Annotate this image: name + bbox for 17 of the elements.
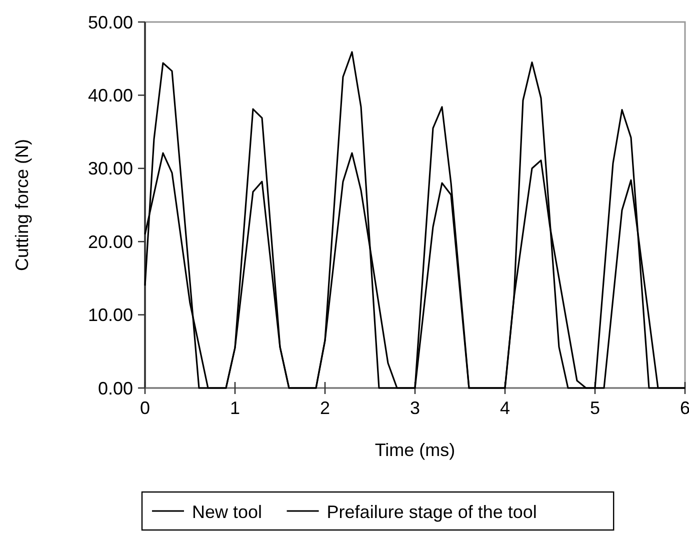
y-tick-label: 20.00 xyxy=(88,232,133,252)
y-tick-label: 30.00 xyxy=(88,158,133,179)
x-axis-title: Time (ms) xyxy=(374,440,456,460)
x-tick-label: 4 xyxy=(500,398,510,418)
x-tick-label: 5 xyxy=(590,398,600,418)
y-tick-label: 40.00 xyxy=(88,86,133,106)
y-tick-label: 50.00 xyxy=(88,12,133,32)
legend-label: New tool xyxy=(192,502,262,522)
y-axis-title: Cutting force (N) xyxy=(12,138,32,272)
legend-label: Prefailure stage of the tool xyxy=(326,502,537,522)
x-tick-label: 2 xyxy=(320,398,330,418)
y-tick-label: 0.00 xyxy=(98,378,133,398)
x-tick-label: 1 xyxy=(230,398,240,418)
x-tick-label: 3 xyxy=(410,398,420,418)
y-tick-label: 10.00 xyxy=(88,305,133,326)
x-tick-label: 0 xyxy=(140,398,150,418)
x-tick-label: 6 xyxy=(680,398,689,418)
